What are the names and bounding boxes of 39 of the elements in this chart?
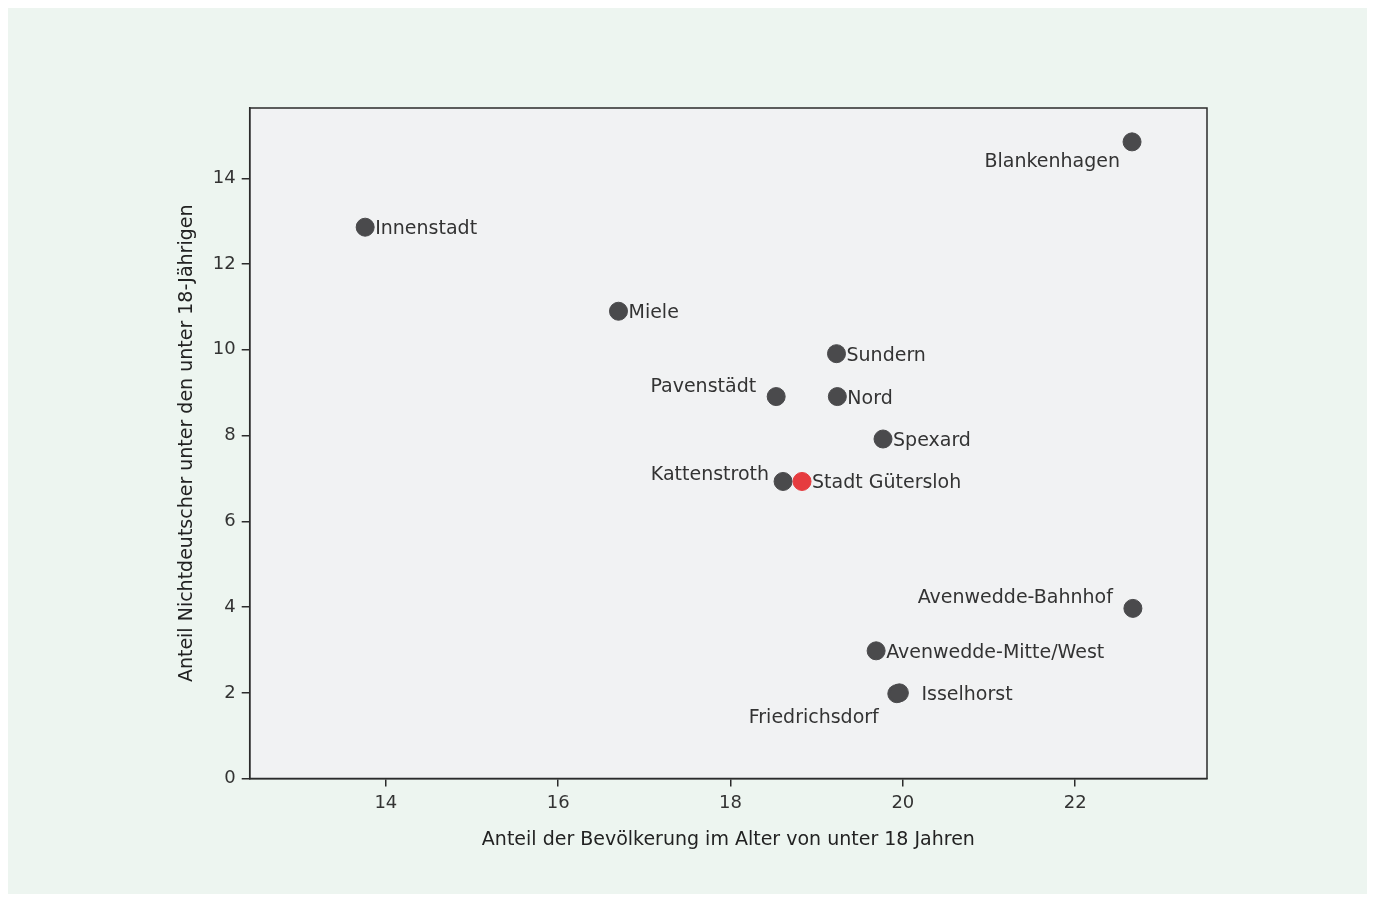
y-tick-label: 6 — [224, 509, 236, 531]
y-tick-label: 10 — [212, 337, 236, 359]
point — [826, 344, 846, 364]
point — [355, 217, 375, 237]
annotation: Pavenstädt — [650, 373, 757, 396]
point — [773, 471, 793, 491]
point — [827, 387, 847, 407]
y-tick-label: 8 — [224, 423, 236, 445]
point — [1122, 132, 1142, 152]
annotation: Kattenstroth — [650, 462, 770, 485]
point — [766, 387, 786, 407]
annotation: Nord — [847, 385, 893, 408]
y-tick-label: 12 — [212, 251, 236, 273]
annotation: Miele — [628, 300, 679, 323]
y-tick-label: 4 — [224, 594, 236, 616]
annotation: Spexard — [893, 427, 971, 450]
point — [608, 301, 628, 321]
x-axis-title: Anteil der Bevölkerung im Alter von unter 18 Jahren — [481, 826, 975, 849]
annotation: Blankenhagen — [984, 148, 1121, 171]
x-tick-label: 16 — [546, 791, 570, 813]
annotation: Avenwedde-Mitte/West — [886, 639, 1105, 662]
annotation: Isselhorst — [921, 681, 1013, 704]
y-tick-label: 14 — [212, 165, 236, 187]
y-axis-title: Anteil Nichtdeutscher unter den unter 18-Jährigen — [174, 204, 197, 683]
x-tick-label: 20 — [891, 791, 915, 813]
annotation: Sundern — [846, 342, 926, 365]
x-tick-label: 22 — [1063, 791, 1087, 813]
y-tick-label: 0 — [224, 766, 236, 788]
point — [873, 429, 893, 449]
annotation: Avenwedde-Bahnhof — [917, 585, 1115, 608]
x-tick-label: 18 — [719, 791, 742, 813]
point — [866, 641, 886, 661]
annotation: Friedrichsdorf — [748, 704, 881, 727]
y-tick-label: 2 — [224, 680, 236, 702]
point — [1123, 598, 1143, 618]
x-tick-label: 14 — [374, 791, 398, 813]
point — [792, 471, 812, 491]
annotation: Stadt Gütersloh — [812, 470, 962, 493]
annotation: Innenstadt — [375, 216, 478, 239]
